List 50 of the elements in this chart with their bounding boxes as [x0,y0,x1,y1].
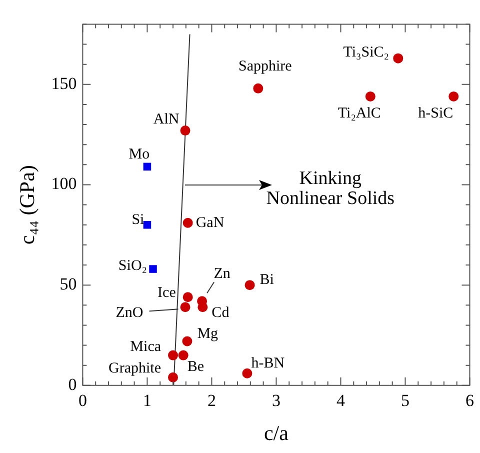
y-tick-label: 100 [51,174,77,194]
y-tick-label: 50 [60,274,77,294]
point [244,280,255,290]
point [182,292,193,302]
point [182,218,193,228]
x-tick-label: 1 [142,391,152,410]
annotation: Ti₃SiC₂ [343,44,390,60]
x-tick-label: 4 [336,391,346,410]
annotation: Sapphire [238,58,292,74]
point [143,220,152,229]
annotation: Ti₂AlC [338,105,381,122]
annotation: GaN [196,214,224,231]
annotation: h-BN [251,355,285,372]
point [180,126,190,136]
point [365,91,376,102]
y-axis-title: c₄₄ (GPa) [15,165,40,244]
x-tick-label: 3 [272,391,280,410]
x-axis-title: c/a [264,420,290,445]
point [149,265,157,273]
annotation: Mica [130,339,162,356]
annotation: Mg [197,326,219,342]
point [198,302,208,312]
point [242,368,252,378]
point [168,372,178,382]
point [253,83,264,94]
point [178,350,188,360]
point [143,162,152,171]
annotation: ZnO [116,305,144,322]
annotation: Zn [214,266,231,282]
x-tick-label: 6 [466,391,474,410]
point [168,350,178,360]
x-tick-label: 5 [400,391,410,410]
annotation: h-SiC [418,105,454,122]
point [393,53,404,64]
annotation: Be [187,359,204,376]
annotation: Kinking Nonlinear Solids [266,168,395,209]
annotation: AlN [153,111,180,128]
x-tick-label: 2 [207,391,216,410]
annotation: Ice [158,285,176,302]
annotation: SiO₂ [118,258,148,274]
point [180,302,190,312]
y-tick-label: 150 [51,74,77,93]
annotation: Mo [128,146,150,163]
y-tick-label: 0 [68,374,77,394]
annotation: Cd [212,305,230,322]
point [448,91,459,102]
annotation: Graphite [108,360,162,376]
annotation: Bi [260,272,274,288]
point [182,336,192,346]
annotation: Si [132,212,144,228]
